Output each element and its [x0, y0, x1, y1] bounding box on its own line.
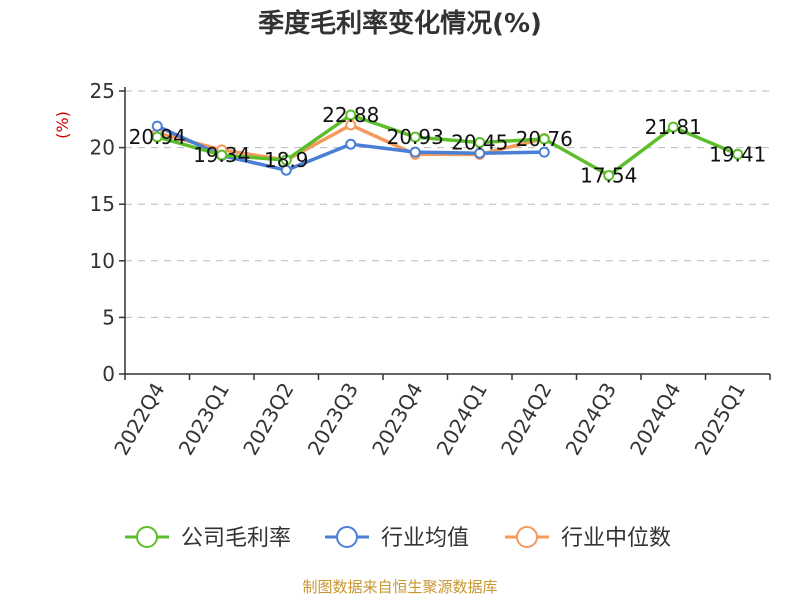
data-point — [538, 146, 550, 158]
data-label: 20.45 — [451, 131, 508, 155]
data-point — [538, 133, 550, 145]
y-axis-ticks: 0 5 10 15 20 25 — [90, 79, 125, 386]
data-point — [280, 154, 292, 166]
y-tick-label: 10 — [90, 249, 115, 273]
legend-label: 行业中位数 — [561, 526, 671, 551]
data-label: 20.76 — [516, 127, 573, 151]
x-tick-label: 2023Q3 — [303, 379, 363, 460]
series-line-0 — [156, 113, 739, 178]
x-tick-label: 2022Q4 — [109, 379, 169, 460]
data-label: 17.54 — [580, 163, 637, 187]
x-tick-label: 2024Q4 — [625, 379, 685, 460]
legend-marker — [516, 526, 538, 548]
data-point — [280, 164, 292, 176]
data-point — [216, 149, 228, 161]
y-axis-unit: (%) — [53, 111, 72, 139]
legend: 公司毛利率 行业均值 行业中位数 — [125, 526, 671, 551]
y-tick-label: 0 — [102, 362, 115, 386]
y-tick-label: 5 — [102, 305, 115, 329]
data-label: 19.41 — [709, 142, 766, 166]
legend-item: 公司毛利率 — [125, 526, 291, 551]
x-tick-label: 2024Q2 — [496, 379, 556, 460]
x-tick-label: 2023Q2 — [238, 379, 298, 460]
data-point — [151, 120, 163, 132]
gridlines — [125, 90, 770, 318]
data-label: 18.9 — [264, 148, 309, 172]
data-labels: 20.94 19.34 18.9 22.88 20.93 20.45 20.76 17.54 2… — [129, 103, 767, 187]
legend-label: 行业均值 — [381, 526, 469, 551]
data-point — [474, 147, 486, 159]
source-note: 制图数据来自恒生聚源数据库 — [302, 578, 497, 596]
legend-item: 行业中位数 — [505, 526, 671, 551]
data-label: 22.88 — [322, 103, 379, 127]
data-point — [667, 121, 679, 133]
y-tick-label: 20 — [90, 136, 115, 160]
data-point — [474, 137, 486, 149]
data-label: 20.94 — [129, 125, 186, 149]
series-lines — [151, 109, 744, 181]
chart-title: 季度毛利率变化情况(%) — [258, 8, 542, 39]
data-point — [345, 109, 357, 121]
data-point — [732, 148, 744, 160]
x-axis-ticks: 2022Q4 2023Q1 2023Q2 2023Q3 2023Q4 2024Q1 2024… — [109, 374, 771, 460]
x-tick-label: 2023Q4 — [367, 379, 427, 460]
data-point — [345, 138, 357, 150]
data-point — [409, 146, 421, 158]
data-label: 21.81 — [645, 115, 702, 139]
legend-marker — [336, 526, 358, 548]
data-label: 20.93 — [387, 125, 444, 149]
x-tick-label: 2024Q1 — [432, 379, 492, 460]
legend-label: 公司毛利率 — [181, 526, 291, 551]
y-tick-label: 15 — [90, 192, 115, 216]
data-point — [603, 169, 615, 181]
legend-item: 行业均值 — [325, 526, 469, 551]
data-point — [151, 131, 163, 143]
data-point — [409, 131, 421, 143]
x-tick-label: 2025Q1 — [690, 379, 750, 460]
x-tick-label: 2024Q3 — [561, 379, 621, 460]
legend-marker — [136, 526, 158, 548]
data-label: 19.34 — [193, 143, 250, 167]
x-tick-label: 2023Q1 — [174, 379, 234, 460]
y-tick-label: 25 — [90, 79, 115, 103]
